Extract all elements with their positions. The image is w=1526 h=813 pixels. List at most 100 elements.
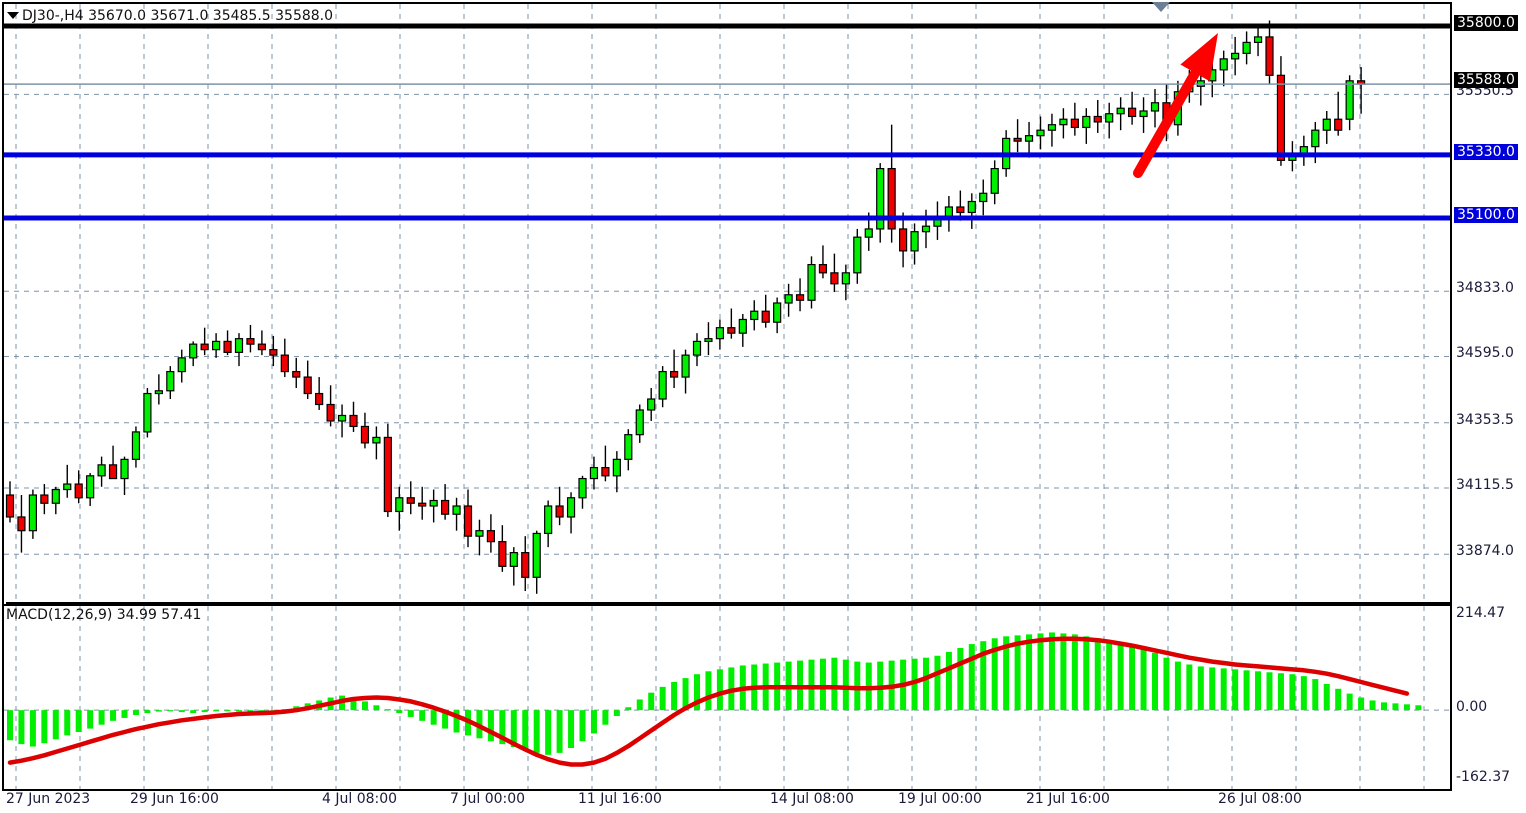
candle-body xyxy=(303,376,312,395)
macd-histogram-bar xyxy=(545,710,552,755)
candle xyxy=(360,412,370,449)
candle xyxy=(1070,102,1079,136)
macd-histogram-bar xyxy=(224,710,231,712)
candle xyxy=(887,124,896,243)
candle xyxy=(246,324,255,353)
macd-histogram-bar xyxy=(236,710,242,712)
macd-histogram-bar xyxy=(602,710,609,725)
candle xyxy=(589,456,599,490)
candle xyxy=(349,401,358,432)
price-tick-34833.0: 34833.0 xyxy=(1456,280,1514,297)
candle xyxy=(108,445,118,480)
candle xyxy=(74,470,83,504)
candle xyxy=(234,333,244,367)
macd-histogram-bar xyxy=(1403,704,1410,711)
candle xyxy=(532,530,541,594)
candle xyxy=(1116,97,1125,131)
candle xyxy=(669,349,679,389)
macd-histogram-bar xyxy=(178,710,185,713)
macd-histogram-bar xyxy=(155,710,162,712)
candle-body xyxy=(1105,113,1114,123)
price-scale[interactable]: 35550.5 34833.0 34595.0 34353.5 34115.5 33874… xyxy=(1452,2,1526,791)
macd-histogram-bar xyxy=(1014,635,1021,711)
candle xyxy=(131,426,141,468)
candle xyxy=(1253,25,1263,57)
macd-histogram-bar xyxy=(419,710,426,721)
triangle-down-icon[interactable] xyxy=(7,12,19,19)
candle-body xyxy=(292,370,301,378)
price-pane[interactable] xyxy=(4,4,1450,602)
macd-histogram-bar xyxy=(1037,633,1044,711)
candle-body xyxy=(727,327,736,334)
candle-body xyxy=(383,436,392,513)
candle-body xyxy=(795,294,805,301)
candle xyxy=(807,256,816,309)
candle-body xyxy=(658,370,667,400)
time-axis[interactable]: 27 Jun 2023 29 Jun 16:00 4 Jul 08:00 7 Jul … xyxy=(2,791,1452,813)
macd-histogram-bar xyxy=(636,699,643,711)
candle-body xyxy=(1047,124,1057,131)
macd-chart-svg[interactable] xyxy=(4,606,1450,789)
candle-body xyxy=(360,425,370,444)
candle-body xyxy=(967,200,976,214)
macd-histogram-bar xyxy=(1335,688,1342,711)
candle-body xyxy=(1345,80,1354,120)
candle xyxy=(761,294,770,328)
candle-body xyxy=(864,228,873,238)
candle xyxy=(566,492,576,534)
candle xyxy=(177,349,186,383)
candle xyxy=(463,489,473,548)
macd-pane[interactable] xyxy=(4,604,1450,791)
candle xyxy=(979,179,988,216)
time-tick-1: 29 Jun 16:00 xyxy=(130,791,219,807)
macd-histogram-bar xyxy=(87,710,94,729)
candle-body xyxy=(830,272,839,285)
candle xyxy=(28,489,37,539)
candle xyxy=(326,385,335,427)
macd-histogram-bar xyxy=(671,681,678,711)
candle xyxy=(418,486,427,520)
candle xyxy=(692,333,702,367)
candle-body xyxy=(1322,118,1331,131)
candle xyxy=(1334,91,1343,136)
candle-body xyxy=(166,370,175,392)
macd-histogram-bar xyxy=(1003,636,1010,711)
projection-arrow-annotation[interactable] xyxy=(1133,33,1218,178)
candle xyxy=(475,519,484,556)
candle-body xyxy=(704,338,713,343)
candle xyxy=(1139,97,1148,133)
candle xyxy=(967,193,976,229)
macd-signal-line xyxy=(7,636,1410,767)
candle-body xyxy=(818,263,828,274)
candle-body xyxy=(589,466,599,480)
macd-histogram-bar xyxy=(1129,644,1136,711)
candle xyxy=(143,388,152,438)
macd-histogram-bar xyxy=(1094,638,1101,711)
candle-body xyxy=(131,431,141,460)
candle-body xyxy=(200,343,209,351)
candle xyxy=(269,335,278,367)
candle xyxy=(452,497,461,531)
price-chart-svg[interactable] xyxy=(4,4,1450,602)
macd-histogram-bar xyxy=(533,710,540,753)
candle-body xyxy=(395,497,404,513)
time-tick-6: 19 Jul 00:00 xyxy=(898,791,982,807)
macd-histogram-bar xyxy=(1232,669,1239,711)
candle xyxy=(280,338,289,378)
candle-body xyxy=(326,403,335,422)
candle xyxy=(406,481,415,515)
candle-body xyxy=(349,414,358,428)
arrow-head xyxy=(1180,33,1218,82)
macd-histogram-bar xyxy=(934,655,941,711)
candle-body xyxy=(1150,102,1160,112)
macd-histogram-bar xyxy=(1026,634,1033,711)
candle xyxy=(395,486,404,531)
candle xyxy=(372,426,381,460)
macd-histogram-bar xyxy=(694,674,700,711)
candle-body xyxy=(1013,137,1022,142)
candle-body xyxy=(86,475,95,499)
candle-body xyxy=(441,499,450,515)
candle-body xyxy=(1036,129,1045,137)
candle-body xyxy=(1024,135,1034,142)
macd-histogram-bar xyxy=(1209,667,1216,711)
